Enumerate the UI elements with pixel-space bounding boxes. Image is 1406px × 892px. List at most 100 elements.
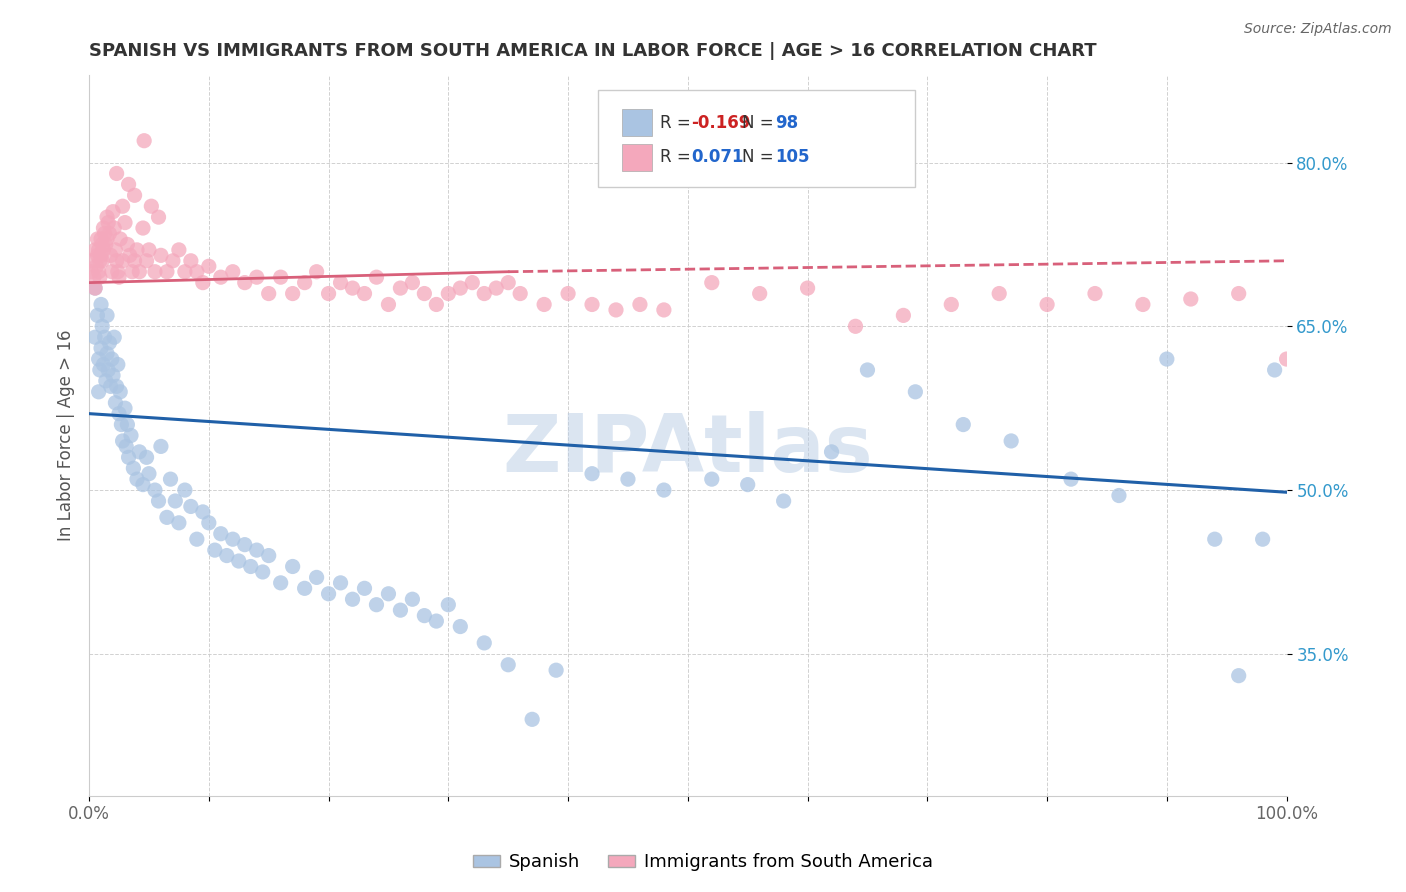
- Point: [1204, 532, 1226, 546]
- Point: [96, 232, 118, 246]
- Point: [135, 450, 157, 465]
- Point: [101, 368, 124, 383]
- Point: [84, 243, 107, 257]
- Point: [204, 543, 226, 558]
- Point: [472, 636, 495, 650]
- Point: [173, 483, 195, 497]
- Point: [98, 335, 121, 350]
- Point: [111, 434, 134, 448]
- Point: [281, 286, 304, 301]
- Point: [149, 248, 172, 262]
- Point: [257, 286, 280, 301]
- Point: [257, 549, 280, 563]
- Y-axis label: In Labor Force | Age > 16: In Labor Force | Age > 16: [58, 330, 75, 541]
- Text: 98: 98: [775, 114, 799, 132]
- Point: [120, 428, 142, 442]
- Point: [700, 472, 723, 486]
- Point: [132, 221, 155, 235]
- Point: [143, 483, 166, 497]
- Point: [87, 243, 110, 257]
- Point: [437, 286, 460, 301]
- Point: [138, 243, 160, 257]
- Point: [1108, 489, 1130, 503]
- Point: [1227, 286, 1250, 301]
- Point: [84, 281, 107, 295]
- Point: [105, 379, 128, 393]
- Point: [366, 598, 388, 612]
- Text: N =: N =: [742, 114, 779, 132]
- Point: [496, 657, 519, 672]
- Point: [103, 221, 125, 235]
- Point: [122, 461, 145, 475]
- Point: [1036, 297, 1059, 311]
- Point: [941, 297, 963, 311]
- Point: [342, 592, 364, 607]
- Point: [90, 297, 112, 311]
- Point: [305, 265, 328, 279]
- Point: [104, 395, 127, 409]
- Point: [117, 237, 139, 252]
- Point: [107, 265, 129, 279]
- Point: [904, 384, 927, 399]
- Point: [233, 276, 256, 290]
- Text: 105: 105: [775, 148, 810, 166]
- Point: [425, 614, 447, 628]
- Point: [98, 227, 121, 241]
- Point: [111, 199, 134, 213]
- Point: [180, 253, 202, 268]
- Point: [1251, 532, 1274, 546]
- Point: [1132, 297, 1154, 311]
- Point: [108, 407, 131, 421]
- Point: [377, 297, 399, 311]
- Point: [84, 330, 107, 344]
- Point: [485, 281, 508, 295]
- Point: [246, 543, 269, 558]
- Point: [86, 232, 108, 246]
- Point: [90, 248, 112, 262]
- Point: [125, 472, 148, 486]
- Text: R =: R =: [661, 148, 696, 166]
- Point: [652, 302, 675, 317]
- Point: [186, 532, 208, 546]
- Bar: [621, 109, 652, 136]
- Point: [96, 346, 118, 360]
- Point: [138, 467, 160, 481]
- Point: [100, 248, 122, 262]
- Point: [141, 199, 163, 213]
- Point: [239, 559, 262, 574]
- Point: [186, 265, 208, 279]
- Point: [228, 554, 250, 568]
- Point: [105, 166, 128, 180]
- Point: [209, 270, 232, 285]
- Point: [148, 494, 170, 508]
- Point: [82, 253, 104, 268]
- Point: [1000, 434, 1022, 448]
- Point: [820, 445, 842, 459]
- Point: [318, 286, 340, 301]
- Point: [413, 608, 436, 623]
- Point: [1275, 352, 1298, 367]
- Point: [117, 178, 139, 192]
- Point: [377, 587, 399, 601]
- Point: [401, 592, 423, 607]
- Point: [103, 330, 125, 344]
- Point: [124, 188, 146, 202]
- Point: [117, 450, 139, 465]
- Point: [198, 516, 221, 530]
- Point: [121, 265, 143, 279]
- Point: [893, 309, 915, 323]
- Point: [93, 227, 115, 241]
- Point: [117, 417, 139, 432]
- Point: [305, 570, 328, 584]
- Point: [520, 712, 543, 726]
- Point: [134, 134, 156, 148]
- Point: [449, 619, 471, 633]
- Point: [796, 281, 818, 295]
- Point: [96, 309, 118, 323]
- Point: [252, 565, 274, 579]
- Point: [1060, 472, 1083, 486]
- Point: [84, 259, 107, 273]
- Point: [425, 297, 447, 311]
- Text: 0.071: 0.071: [692, 148, 744, 166]
- Point: [93, 243, 115, 257]
